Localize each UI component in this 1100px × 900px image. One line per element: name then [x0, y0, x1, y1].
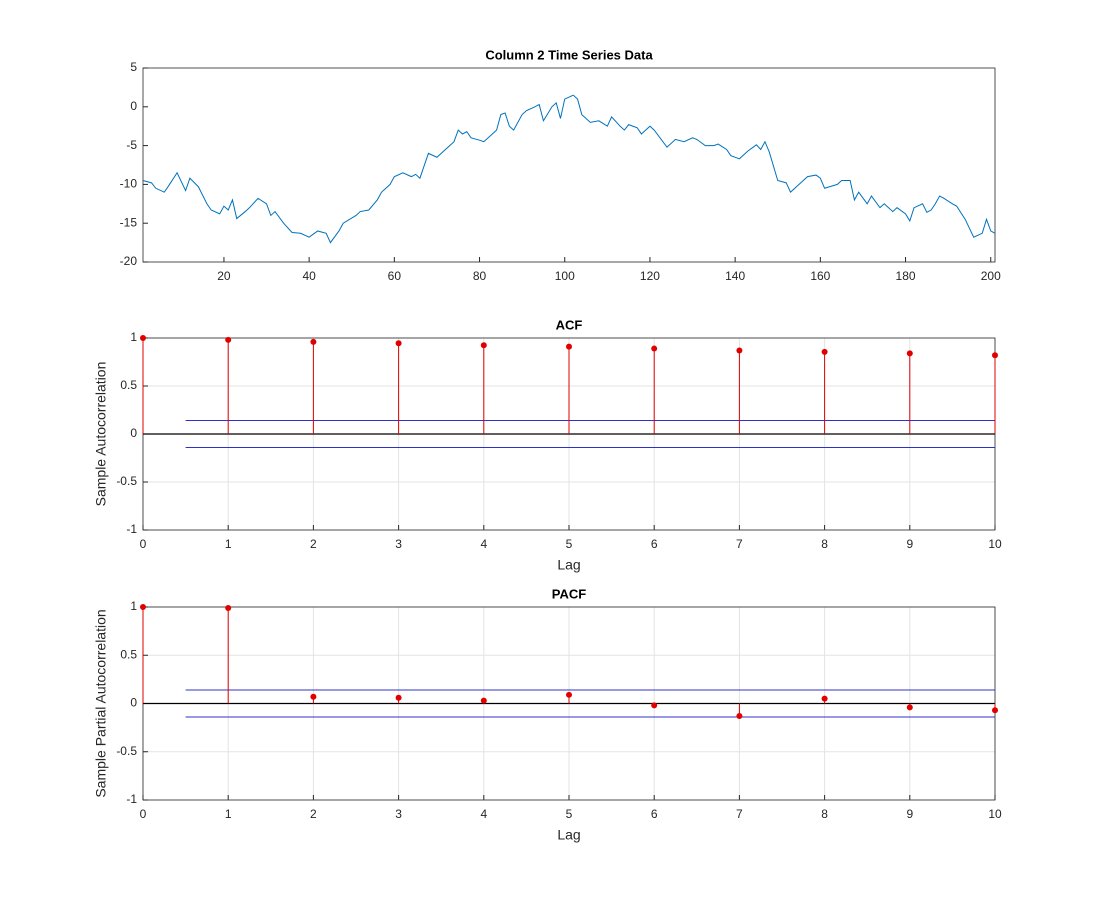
- y-tick-label: 0: [130, 696, 137, 710]
- stem-marker: [736, 347, 743, 354]
- stem-marker: [992, 707, 998, 714]
- x-tick-label: 1: [225, 537, 232, 551]
- x-tick-label: 80: [473, 269, 487, 283]
- stem-marker: [140, 335, 146, 341]
- stem-marker: [480, 342, 487, 349]
- x-tick-label: 2: [310, 537, 317, 551]
- x-tick-label: 0: [140, 807, 147, 821]
- y-tick-label: 1: [130, 599, 137, 613]
- y-tick-label: 0.5: [120, 378, 137, 392]
- x-tick-label: 9: [906, 537, 913, 551]
- x-axis-label: Lag: [557, 557, 580, 573]
- x-tick-label: 5: [566, 807, 573, 821]
- y-tick-label: -1: [126, 522, 137, 536]
- data-line: [142, 94, 996, 244]
- chart-title: Column 2 Time Series Data: [485, 47, 653, 62]
- stem-marker: [906, 350, 913, 357]
- y-axis-label: Sample Partial Autocorrelation: [93, 609, 109, 797]
- chart-title: PACF: [552, 586, 586, 601]
- y-tick-label: 0: [130, 426, 137, 440]
- x-tick-label: 1: [225, 807, 232, 821]
- x-tick-label: 6: [651, 537, 658, 551]
- stem-marker: [736, 713, 743, 720]
- stem-marker: [821, 695, 828, 702]
- x-tick-label: 3: [395, 537, 402, 551]
- x-tick-label: 180: [896, 269, 916, 283]
- x-tick-label: 20: [217, 269, 231, 283]
- axes-frame: [142, 67, 996, 263]
- stem-marker: [225, 336, 232, 343]
- x-tick-label: 10: [988, 807, 1002, 821]
- x-tick-label: 7: [736, 537, 743, 551]
- x-axis-label: Lag: [557, 827, 580, 843]
- x-tick-label: 8: [821, 537, 828, 551]
- x-tick-label: 10: [988, 537, 1002, 551]
- stem-marker: [566, 691, 572, 698]
- stem-marker: [310, 338, 317, 345]
- x-tick-label: 100: [555, 269, 575, 283]
- x-tick-label: 4: [480, 807, 487, 821]
- x-tick-label: 60: [388, 269, 402, 283]
- x-tick-label: 140: [725, 269, 745, 283]
- x-tick-label: 160: [810, 269, 830, 283]
- stem-marker: [140, 604, 146, 610]
- y-tick-label: -0.5: [116, 744, 137, 758]
- axes-background: [143, 68, 995, 262]
- x-tick-label: 5: [566, 537, 573, 551]
- x-tick-label: 6: [651, 807, 658, 821]
- y-tick-label: -10: [120, 177, 138, 191]
- y-tick-label: 0: [130, 99, 137, 113]
- x-tick-label: 200: [981, 269, 1001, 283]
- x-tick-label: 2: [310, 807, 317, 821]
- x-tick-label: 9: [906, 807, 913, 821]
- y-tick-label: 1: [130, 330, 137, 344]
- stem-marker: [566, 343, 572, 350]
- stem-marker: [310, 693, 317, 700]
- stem-marker: [480, 697, 487, 704]
- y-tick-label: -5: [126, 138, 137, 152]
- stem-marker: [651, 702, 658, 709]
- y-tick-label: -1: [126, 792, 137, 806]
- stem-marker: [821, 348, 828, 355]
- y-axis-label: Sample Autocorrelation: [93, 362, 109, 507]
- x-tick-label: 4: [480, 537, 487, 551]
- x-tick-label: 120: [640, 269, 660, 283]
- chart-title: ACF: [556, 317, 583, 332]
- stem-marker: [395, 340, 402, 347]
- x-tick-label: 8: [821, 807, 828, 821]
- x-tick-label: 40: [302, 269, 316, 283]
- y-tick-label: 0.5: [120, 647, 137, 661]
- x-tick-label: 3: [395, 807, 402, 821]
- stem-marker: [225, 604, 232, 611]
- y-tick-label: 5: [130, 60, 137, 74]
- y-tick-label: -0.5: [116, 474, 137, 488]
- stem-marker: [906, 704, 913, 711]
- y-tick-label: -15: [120, 215, 138, 229]
- stem-marker: [651, 345, 658, 352]
- stem-marker: [992, 352, 998, 359]
- x-tick-label: 0: [140, 537, 147, 551]
- y-tick-label: -20: [120, 254, 138, 268]
- x-tick-label: 7: [736, 807, 743, 821]
- stem-marker: [395, 694, 402, 701]
